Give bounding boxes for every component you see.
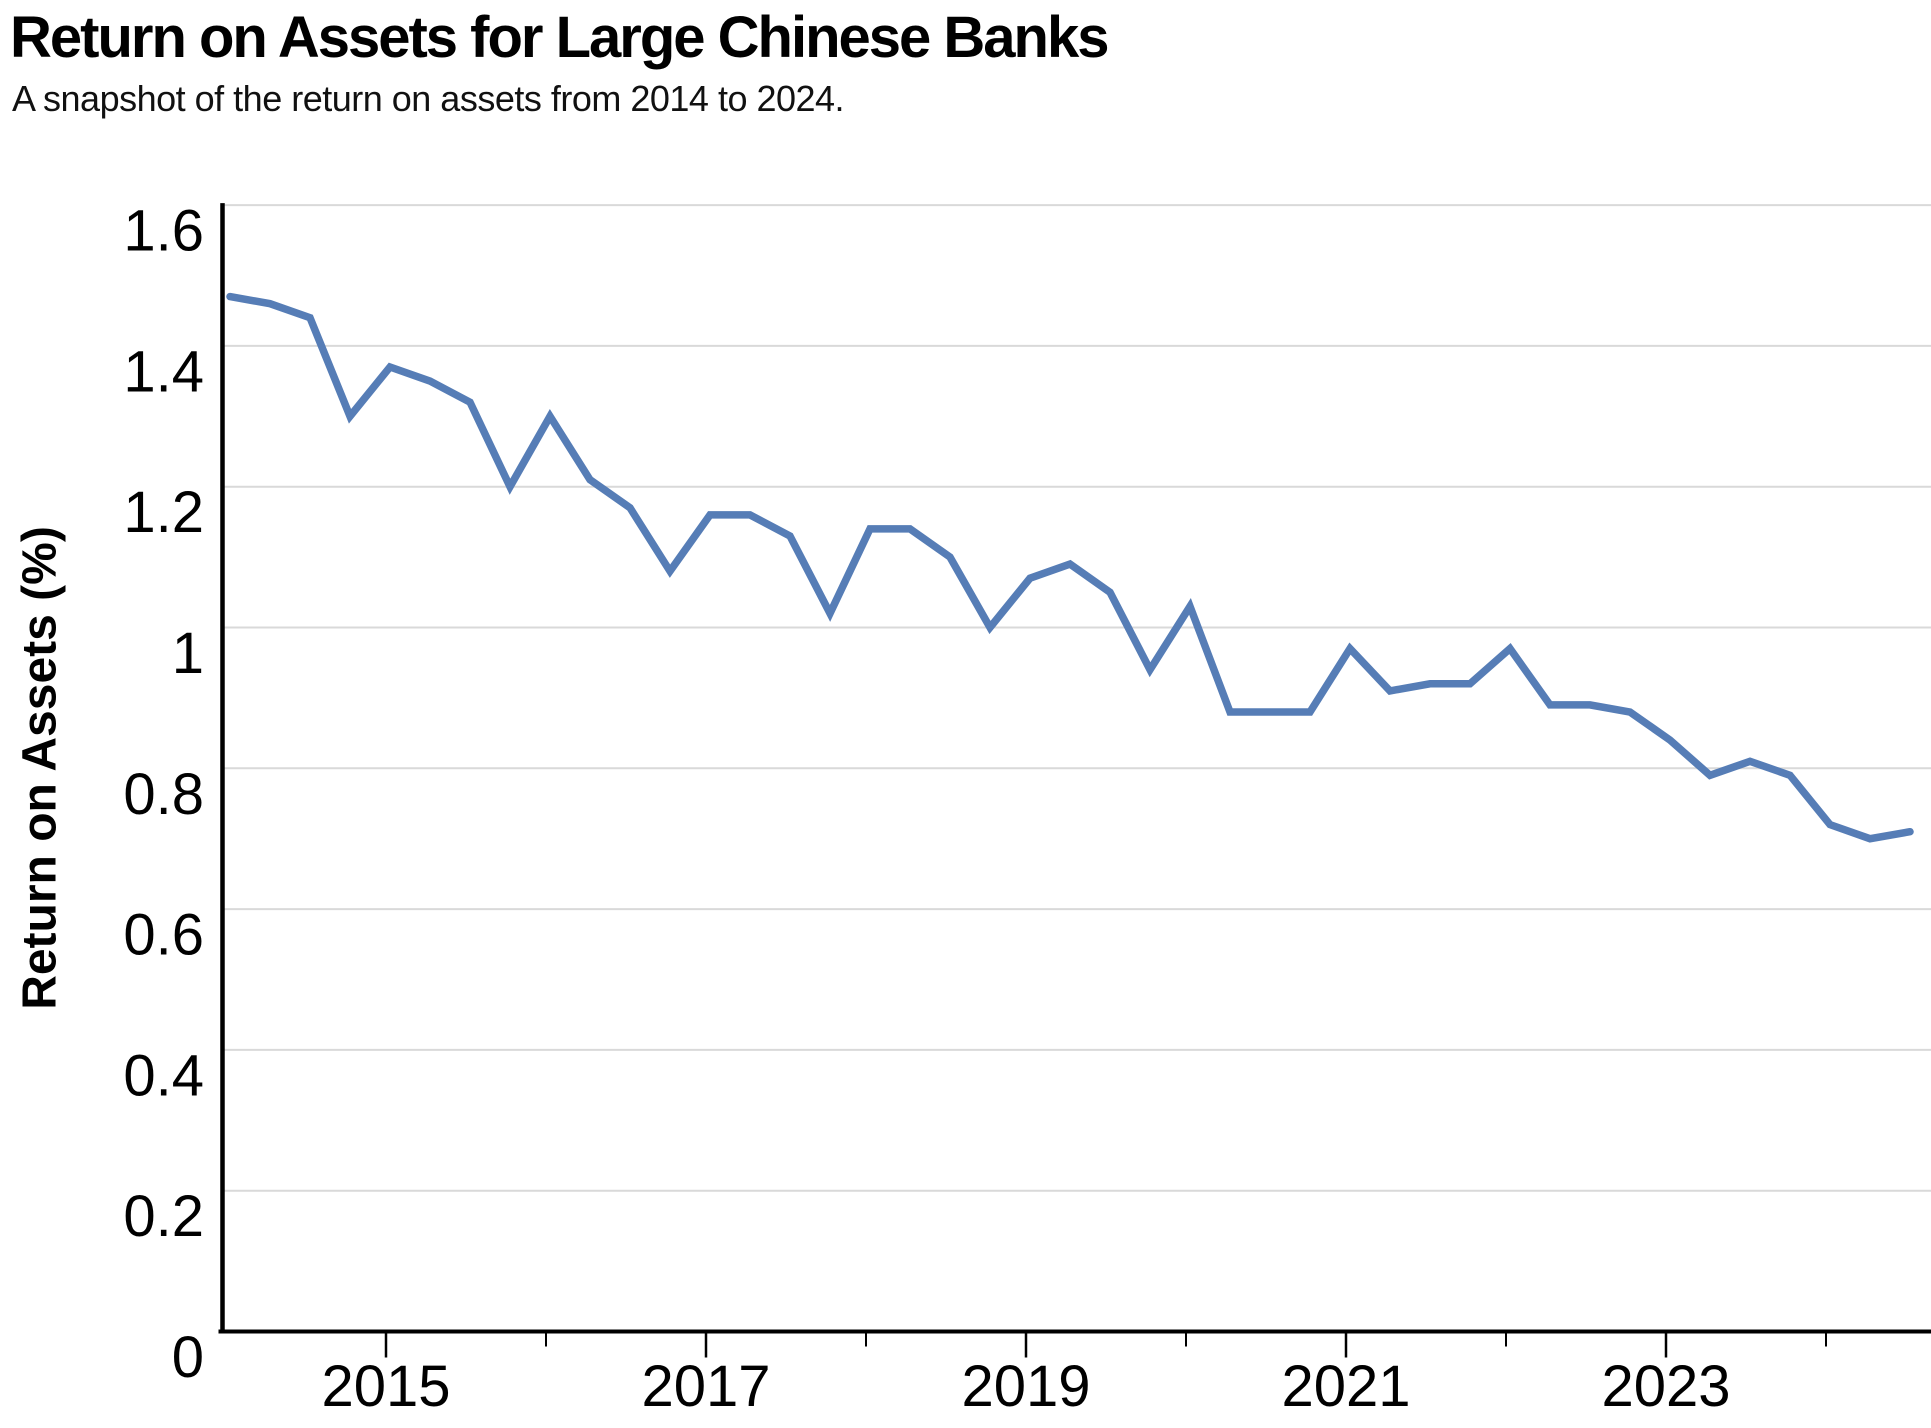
roa-line bbox=[226, 292, 1914, 843]
x-tick-label: 2023 bbox=[1601, 1354, 1730, 1419]
y-tick-label: 1.6 bbox=[123, 199, 204, 264]
y-tick-label: 1 bbox=[172, 621, 204, 686]
x-tick-labels: 2015 2017 2019 2021 2023 bbox=[321, 1354, 1730, 1419]
x-tick-label: 2017 bbox=[641, 1354, 770, 1419]
y-tick-label: 1.4 bbox=[123, 339, 204, 404]
y-tick-label: 0.2 bbox=[123, 1184, 204, 1249]
y-tick-label: 0.8 bbox=[123, 762, 204, 827]
y-tick-label: 0 bbox=[172, 1325, 204, 1390]
x-tick-label: 2021 bbox=[1281, 1354, 1410, 1419]
y-tick-label: 0.4 bbox=[123, 1043, 204, 1108]
y-tick-labels: 0 0.2 0.4 0.6 0.8 1 1.2 1.4 1.6 bbox=[123, 199, 204, 1390]
page-title: Return on Assets for Large Chinese Banks bbox=[10, 5, 1109, 70]
x-tick-label: 2015 bbox=[321, 1354, 450, 1419]
x-tick-label: 2019 bbox=[961, 1354, 1090, 1419]
page-subtitle: A snapshot of the return on assets from … bbox=[12, 78, 845, 119]
x-ticks bbox=[384, 1331, 1827, 1358]
y-tick-label: 1.2 bbox=[123, 480, 204, 545]
y-tick-label: 0.6 bbox=[123, 903, 204, 968]
gridlines bbox=[222, 204, 1931, 1192]
